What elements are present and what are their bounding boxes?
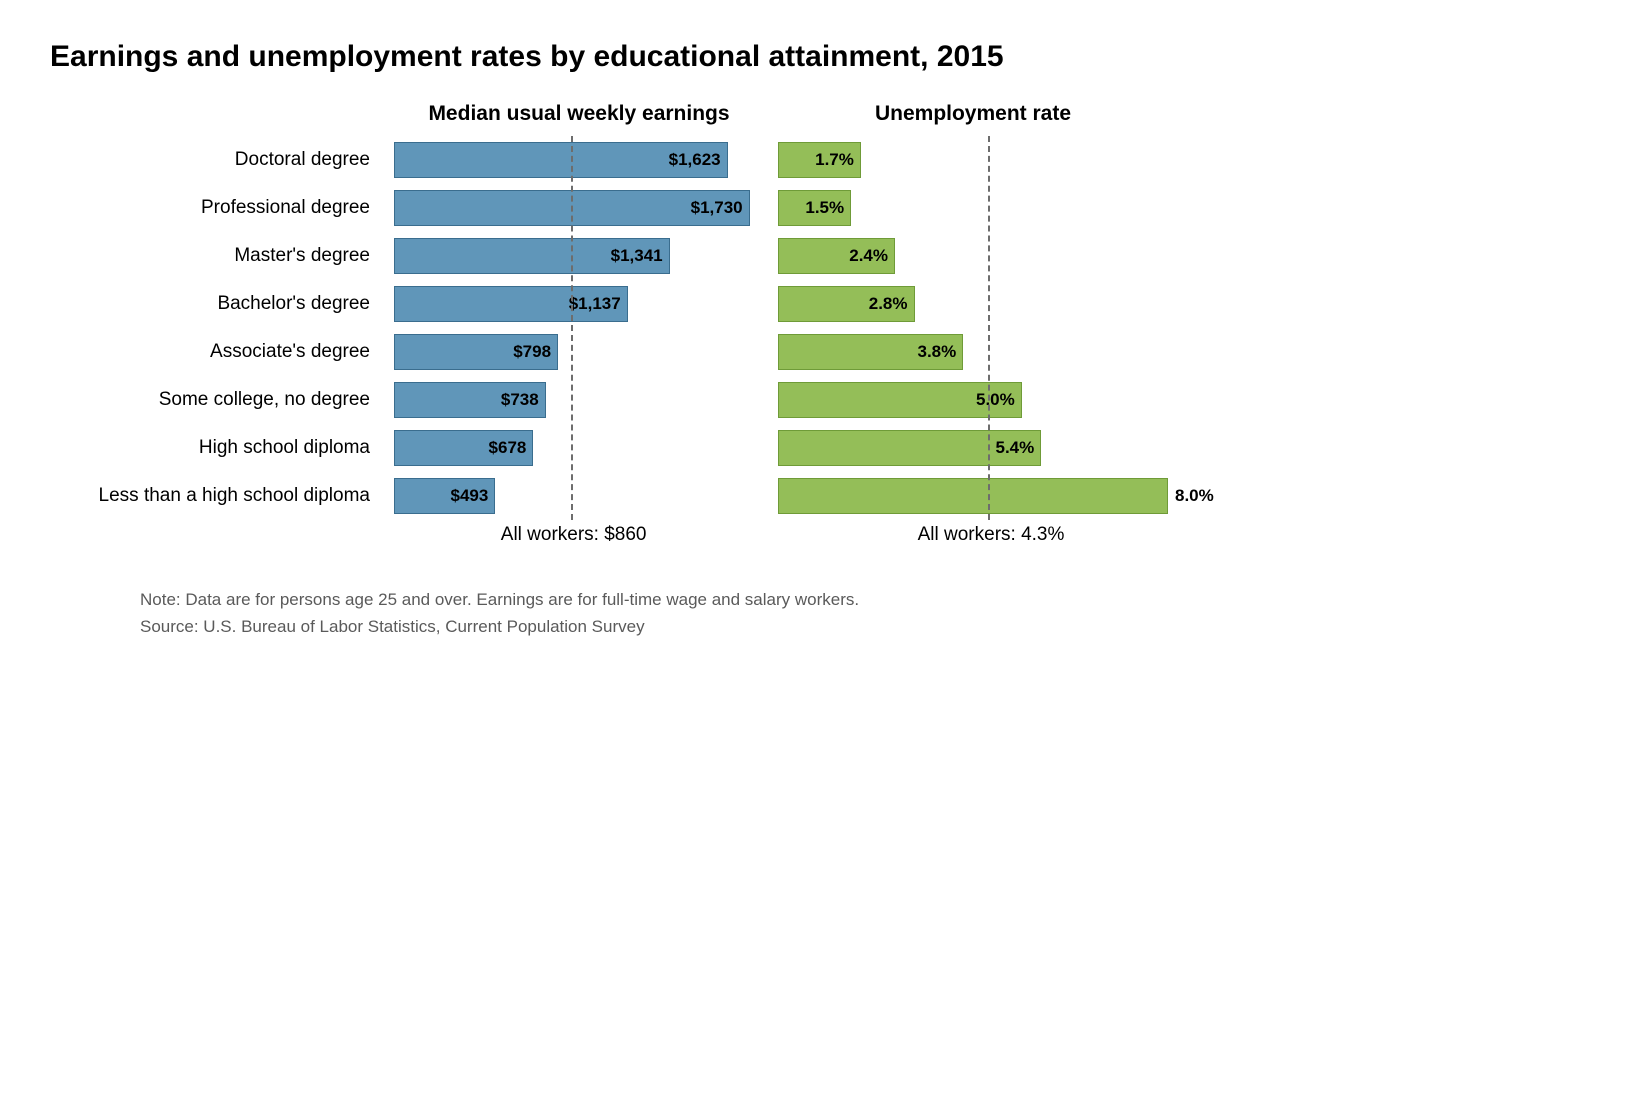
category-label: Bachelor's degree [50,280,380,328]
left-column-header: Median usual weekly earnings [394,102,764,136]
unemployment-bar-cell: 3.8% [778,328,1168,376]
earnings-bar-cell: $1,137 [394,280,764,328]
unemployment-bar: 1.7% [778,142,861,178]
unemployment-value-label: 5.0% [976,390,1015,410]
unemployment-bar-cell: 5.4% [778,424,1168,472]
chart-grid: Median usual weekly earnings Unemploymen… [50,102,1350,556]
earnings-bar-cell: $1,623 [394,136,764,184]
earnings-bar: $1,730 [394,190,750,226]
unemployment-all-workers-label: All workers: 4.3% [918,524,1065,546]
category-label: Professional degree [50,184,380,232]
earnings-bar: $738 [394,382,546,418]
unemployment-bar: 1.5% [778,190,851,226]
earnings-bar: $1,137 [394,286,628,322]
earnings-bar-cell: $1,341 [394,232,764,280]
category-label: Associate's degree [50,328,380,376]
earnings-bar: $1,341 [394,238,670,274]
unemployment-value-label: 2.8% [869,294,908,314]
unemployment-bar-cell: 8.0% [778,472,1168,520]
earnings-footer: All workers: $860 [394,520,764,556]
category-label: Master's degree [50,232,380,280]
category-label: Some college, no degree [50,376,380,424]
earnings-bar-cell: $678 [394,424,764,472]
unemployment-bar: 2.8% [778,286,915,322]
earnings-value-label: $738 [501,390,539,410]
earnings-bar-cell: $738 [394,376,764,424]
earnings-bar-cell: $493 [394,472,764,520]
unemployment-value-label: 1.5% [805,198,844,218]
chart-notes: Note: Data are for persons age 25 and ov… [140,586,1350,640]
category-label: Less than a high school diploma [50,472,380,520]
earnings-bar: $1,623 [394,142,728,178]
unemployment-bar: 3.8% [778,334,963,370]
earnings-value-label: $678 [489,438,527,458]
unemployment-footer: All workers: 4.3% [778,520,1168,556]
earnings-value-label: $1,341 [611,246,663,266]
source-line: Source: U.S. Bureau of Labor Statistics,… [140,613,1350,640]
unemployment-value-label: 1.7% [815,150,854,170]
earnings-bar: $798 [394,334,558,370]
unemployment-bar-cell: 1.7% [778,136,1168,184]
unemployment-value-label: 5.4% [996,438,1035,458]
unemployment-bar-cell: 5.0% [778,376,1168,424]
unemployment-value-label: 2.4% [849,246,888,266]
earnings-bar: $678 [394,430,533,466]
footer-blank [50,520,380,556]
earnings-value-label: $798 [513,342,551,362]
unemployment-value-label: 8.0% [1175,486,1214,506]
earnings-bar-cell: $798 [394,328,764,376]
earnings-all-workers-label: All workers: $860 [501,524,647,546]
unemployment-bar: 5.0% [778,382,1022,418]
unemployment-bar-cell: 2.4% [778,232,1168,280]
category-label: Doctoral degree [50,136,380,184]
earnings-bar: $493 [394,478,495,514]
unemployment-bar-cell: 2.8% [778,280,1168,328]
header-blank [50,102,380,136]
note-line: Note: Data are for persons age 25 and ov… [140,586,1350,613]
unemployment-bar: 5.4% [778,430,1041,466]
unemployment-bar: 2.4% [778,238,895,274]
chart-body: Median usual weekly earnings Unemploymen… [50,102,1350,556]
chart-title: Earnings and unemployment rates by educa… [50,40,1350,74]
chart-container: Earnings and unemployment rates by educa… [50,40,1350,640]
earnings-bar-cell: $1,730 [394,184,764,232]
unemployment-bar: 8.0% [778,478,1168,514]
earnings-value-label: $1,730 [691,198,743,218]
earnings-value-label: $493 [451,486,489,506]
earnings-value-label: $1,623 [669,150,721,170]
right-column-header: Unemployment rate [778,102,1168,136]
earnings-value-label: $1,137 [569,294,621,314]
unemployment-bar-cell: 1.5% [778,184,1168,232]
unemployment-value-label: 3.8% [918,342,957,362]
category-label: High school diploma [50,424,380,472]
